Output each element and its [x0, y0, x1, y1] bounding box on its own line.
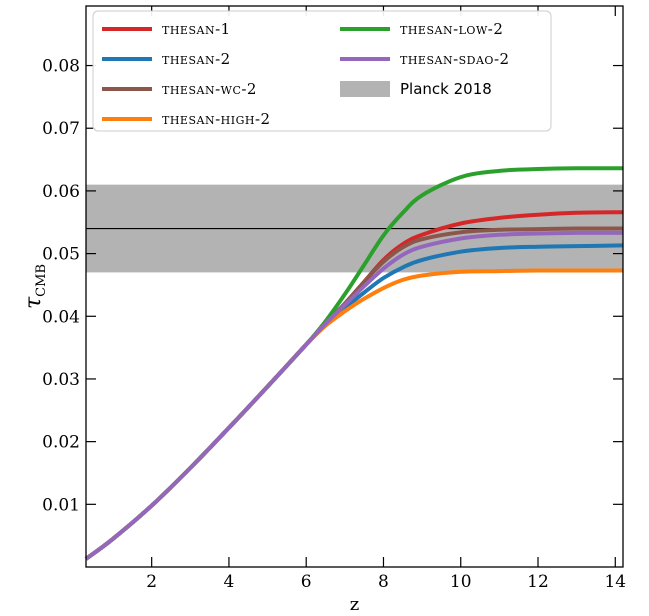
- legend-patch-handle: [340, 81, 390, 97]
- legend-label: thesan-2: [162, 50, 231, 68]
- x-tick-label: 2: [146, 572, 157, 592]
- series-layer: [84, 166, 624, 561]
- plot-frame: [85, 5, 624, 568]
- y-tick-label: 0.01: [42, 495, 80, 515]
- legend-label: thesan-1: [162, 20, 231, 38]
- x-tick-label: 4: [224, 572, 235, 592]
- x-tick-label: 12: [527, 572, 549, 592]
- y-axis-label-symbol: τ: [21, 296, 46, 309]
- legend-label: thesan-high-2: [162, 110, 271, 128]
- y-tick-label: 0.02: [42, 433, 80, 453]
- x-axis-label: z: [350, 594, 359, 615]
- legend-label: thesan-sdao-2: [400, 50, 510, 68]
- x-tick-label: 8: [378, 572, 389, 592]
- x-tick-label: 14: [604, 572, 626, 592]
- y-tick-label: 0.04: [42, 307, 80, 327]
- x-tick-label: 6: [301, 572, 312, 592]
- y-axis-label: τCMB: [21, 264, 49, 309]
- y-tick-label: 0.03: [42, 370, 80, 390]
- legend: thesan-1 thesan-2 thesan-wc-2 thesan-high-2…: [92, 10, 552, 132]
- x-tick-label: 10: [450, 572, 472, 592]
- y-tick-label: 0.06: [42, 182, 80, 202]
- legend-box: [92, 10, 552, 132]
- series-line-thesan-sdao-2: [84, 230, 624, 561]
- y-tick-label: 0.07: [42, 119, 80, 139]
- legend-label: thesan-low-2: [400, 20, 503, 38]
- y-tick-label: 0.05: [42, 245, 80, 265]
- y-tick-label: 0.08: [42, 57, 80, 77]
- legend-label: Planck 2018: [400, 80, 492, 98]
- legend-label: thesan-wc-2: [162, 80, 257, 98]
- y-axis-label-subscript: CMB: [34, 264, 49, 297]
